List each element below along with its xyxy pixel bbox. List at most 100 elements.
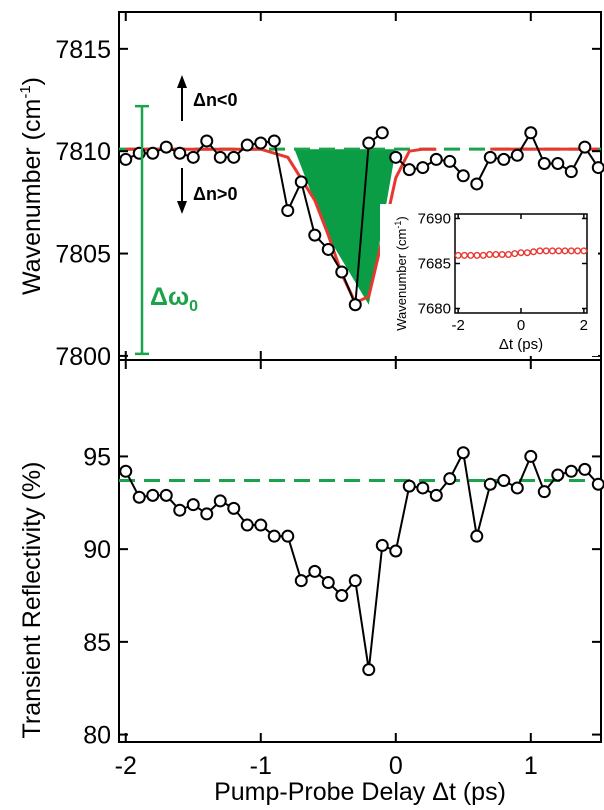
top-ytick-label: 7815	[55, 36, 111, 64]
inset-y-axis-label: Wavenumber (cm-1)	[393, 216, 409, 330]
bottom-xtick-label: -2	[115, 752, 137, 780]
bottom-data-point	[416, 481, 430, 495]
bottom-data-point	[281, 529, 295, 543]
top-data-point	[510, 148, 524, 162]
inset-data-point	[523, 249, 531, 257]
bottom-data-point	[510, 481, 524, 495]
inset-xtick-label: 0	[517, 317, 525, 334]
bottom-xtick-label: 0	[389, 752, 403, 780]
top-data-point	[591, 161, 604, 175]
inset-x-axis-label: Δt (ps)	[499, 336, 543, 353]
inset-data-point	[548, 247, 556, 255]
bottom-data-point	[335, 589, 349, 603]
bottom-data-point	[240, 518, 254, 532]
bottom-ytick-label: 95	[83, 443, 111, 471]
top-data-point	[470, 177, 484, 191]
bottom-data-point	[564, 464, 578, 478]
inset-data-point	[467, 251, 475, 259]
inset-data-point	[555, 247, 563, 255]
bottom-data-point	[551, 468, 565, 482]
delta-omega-label: Δω0	[150, 283, 198, 315]
top-y-axis-label-main: Wavenumber (cm	[18, 99, 46, 295]
inset-data-point	[567, 247, 575, 255]
inset-data-point	[511, 250, 519, 258]
inset-data-point	[454, 251, 462, 259]
top-data-point	[281, 204, 295, 218]
bottom-data-point	[159, 488, 173, 502]
bottom-data-point	[227, 501, 241, 515]
inset-data-point	[574, 247, 582, 255]
inset-background	[380, 204, 598, 356]
bottom-data-point	[267, 529, 281, 543]
bottom-data-point	[578, 462, 592, 476]
top-data-point	[402, 163, 416, 177]
bottom-data-point	[443, 472, 457, 486]
bottom-data-point	[429, 488, 443, 502]
bottom-data-point	[173, 503, 187, 517]
inset-y-axis-label-main: Wavenumber (cm	[394, 229, 409, 331]
delta-omega-label-main: Δω	[150, 283, 189, 311]
up-arrow-head	[177, 75, 187, 88]
top-data-point	[537, 156, 551, 170]
top-data-point	[227, 150, 241, 164]
top-data-point	[321, 242, 335, 256]
bottom-data-point	[375, 538, 389, 552]
bottom-data-point	[321, 576, 335, 590]
top-data-point	[254, 136, 268, 150]
top-data-point	[524, 126, 538, 140]
top-data-point	[186, 150, 200, 164]
top-data-point	[551, 156, 565, 170]
top-data-point	[416, 161, 430, 175]
bottom-ytick-label: 90	[83, 536, 111, 564]
top-data-point	[335, 265, 349, 279]
delta-omega-label-sub: 0	[189, 298, 198, 315]
bottom-data-point	[524, 449, 538, 463]
inset-xtick-label: 2	[580, 317, 588, 334]
inset-data-point	[479, 251, 487, 259]
top-data-point	[497, 152, 511, 166]
inset-data-point	[473, 251, 481, 259]
bottom-data-point	[362, 663, 376, 677]
top-data-point	[362, 136, 376, 150]
delta-n-negative-label: Δn<0	[193, 90, 237, 110]
top-data-line-segment-2	[475, 130, 600, 185]
inset-data-point	[492, 250, 500, 258]
top-data-point	[429, 152, 443, 166]
inset-data-point	[504, 250, 512, 258]
inset-ytick-label: 7685	[418, 256, 451, 273]
bottom-data-point	[186, 498, 200, 512]
inset-data-point	[517, 249, 525, 257]
top-ytick-label: 7805	[55, 241, 111, 269]
top-data-point	[456, 169, 470, 183]
top-data-point	[483, 150, 497, 164]
top-data-point	[146, 146, 160, 160]
top-y-axis-label: Wavenumber (cm-1)	[17, 77, 46, 295]
inset-data-point	[486, 250, 494, 258]
bottom-ytick-label: 85	[83, 629, 111, 657]
shift-shaded-region	[294, 149, 396, 305]
top-data-point	[267, 134, 281, 148]
top-y-axis-label-close: )	[18, 77, 46, 85]
x-axis-label: Pump-Probe Delay Δt (ps)	[214, 778, 506, 806]
bottom-data-line	[124, 449, 600, 670]
bottom-xtick-label: -1	[250, 752, 272, 780]
bottom-data-point	[348, 574, 362, 588]
top-data-point	[240, 138, 254, 152]
top-data-point	[119, 152, 133, 166]
inset-ytick-label: 7680	[418, 301, 451, 318]
inset-data-point	[580, 247, 588, 255]
bottom-data-point	[119, 464, 133, 478]
top-y-axis-label-sup: -1	[17, 85, 34, 98]
bottom-data-point	[132, 490, 146, 504]
top-data-point	[173, 146, 187, 160]
inset-data-point	[561, 247, 569, 255]
inset-data-point	[460, 251, 468, 259]
bottom-panel-frame	[118, 359, 602, 743]
top-data-point	[443, 154, 457, 168]
bottom-data-point	[483, 477, 497, 491]
down-arrow-head	[177, 201, 187, 214]
top-data-point	[294, 175, 308, 189]
bottom-data-point	[389, 544, 403, 558]
bottom-data-point	[200, 507, 214, 521]
top-data-point	[348, 298, 362, 312]
